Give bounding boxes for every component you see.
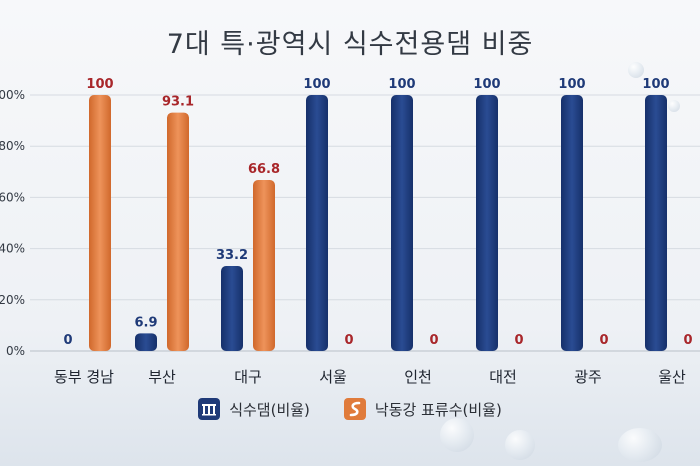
x-tick-label: 대구 (234, 368, 262, 386)
bar-dam (391, 95, 413, 351)
bar-dam (135, 333, 157, 351)
chart-legend: 식수댐(비율) 낙동강 표류수(비율) (0, 398, 700, 420)
y-tick-label: 40% (0, 242, 25, 256)
x-tick-label: 대전 (489, 368, 517, 386)
chart-title: 7대 특·광역시 식수전용댐 비중 (166, 29, 534, 60)
data-label-river: 0 (514, 333, 523, 348)
data-label-dam: 100 (558, 77, 585, 92)
water-drop-decoration (505, 430, 535, 460)
legend-label-river: 낙동강 표류수(비율) (374, 400, 502, 419)
data-label-river: 0 (429, 333, 438, 348)
x-tick-label: 동부 경남 (54, 368, 114, 386)
dam-icon (198, 398, 221, 420)
data-label-river: 0 (344, 333, 353, 348)
bar-dam (645, 95, 667, 351)
x-tick-label: 울산 (658, 368, 686, 386)
water-drop-decoration (618, 428, 662, 462)
bar-dam (561, 95, 583, 351)
water-drop-decoration (628, 62, 644, 78)
x-tick-label: 인천 (404, 368, 432, 386)
water-drop-decoration (440, 418, 474, 452)
data-label-dam: 100 (473, 77, 500, 92)
bar-dam (476, 95, 498, 351)
legend-label-dam: 식수댐(비율) (229, 400, 310, 419)
legend-item-dam: 식수댐(비율) (198, 398, 310, 420)
bar-river (89, 95, 111, 351)
data-label-dam: 33.2 (216, 248, 248, 263)
legend-item-river: 낙동강 표류수(비율) (343, 398, 502, 420)
y-tick-label: 80% (0, 139, 25, 153)
data-label-dam: 100 (388, 77, 415, 92)
water-drop-decoration (668, 100, 680, 112)
y-tick-label: 100% (0, 88, 25, 102)
data-label-dam: 0 (63, 333, 72, 348)
water-drop-decoration (98, 370, 112, 384)
data-label-river: 100 (86, 77, 113, 92)
y-tick-label: 0% (6, 344, 25, 358)
x-tick-label: 부산 (148, 368, 176, 386)
y-tick-label: 20% (0, 293, 25, 307)
river-icon (343, 398, 366, 420)
bar-dam (221, 266, 243, 351)
x-tick-label: 광주 (574, 368, 602, 386)
data-label-river: 66.8 (248, 162, 280, 177)
data-label-river: 0 (683, 333, 692, 348)
bar-river (167, 112, 189, 351)
x-tick-label: 서울 (319, 368, 347, 386)
data-label-river: 93.1 (162, 95, 194, 110)
data-label-dam: 100 (303, 77, 330, 92)
bar-river (253, 179, 275, 351)
y-tick-label: 60% (0, 190, 25, 204)
data-label-river: 0 (599, 333, 608, 348)
data-label-dam: 100 (642, 77, 669, 92)
data-label-dam: 6.9 (134, 315, 157, 330)
bar-dam (306, 95, 328, 351)
